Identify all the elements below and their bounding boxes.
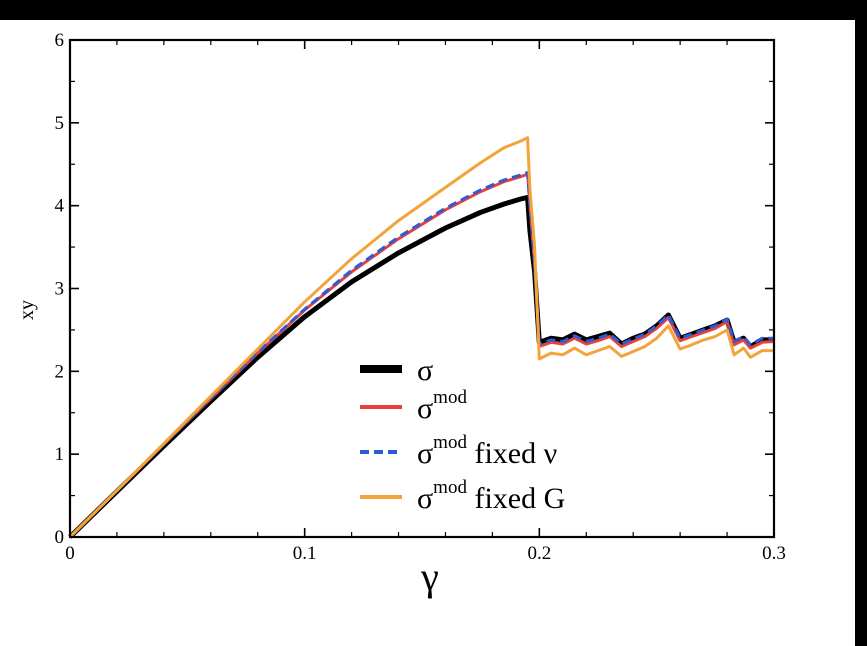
top-black-bar [0, 0, 867, 20]
legend-superscript: mod [433, 432, 467, 453]
legend-label-0: σ [417, 354, 433, 387]
x-tick-label: 0.3 [762, 543, 786, 564]
y-tick-label: 3 [55, 279, 65, 300]
y-tick-label: 6 [55, 30, 65, 51]
right-black-bar [855, 0, 867, 646]
ticks-layer [69, 39, 775, 538]
legend-label-1: σmod [417, 387, 467, 425]
legend-superscript: mod [433, 387, 467, 408]
y-tick-label: 1 [55, 444, 65, 465]
series-line-1 [68, 172, 775, 539]
y-axis-title: xy [16, 300, 38, 320]
series-layer [68, 136, 775, 539]
series-line-2 [68, 171, 774, 539]
legend-series-name: σ [417, 354, 433, 387]
y-tick-label: 0 [55, 527, 65, 548]
legend-label-2: σmod fixed ν [417, 432, 557, 470]
legend-series-name: σ [417, 482, 433, 515]
legend-series-name: σ [417, 437, 433, 470]
tick-labels: 0 0.1 0.2 0.3 0 1 2 3 4 5 6 [55, 30, 786, 564]
y-tick-label: 5 [55, 113, 65, 134]
series-line-3 [68, 136, 774, 539]
legend-suffix: fixed ν [467, 437, 557, 470]
legend-suffix: fixed G [467, 482, 565, 515]
legend-series-name: σ [417, 392, 433, 425]
legend-label-3: σmod fixed G [417, 477, 565, 515]
x-axis-title: γ [420, 554, 439, 599]
x-tick-label: 0.2 [527, 543, 551, 564]
x-tick-label: 0.1 [293, 543, 317, 564]
y-tick-label: 2 [55, 361, 65, 382]
y-tick-label: 4 [55, 196, 65, 217]
x-tick-label: 0 [65, 543, 75, 564]
legend-superscript: mod [433, 477, 467, 498]
